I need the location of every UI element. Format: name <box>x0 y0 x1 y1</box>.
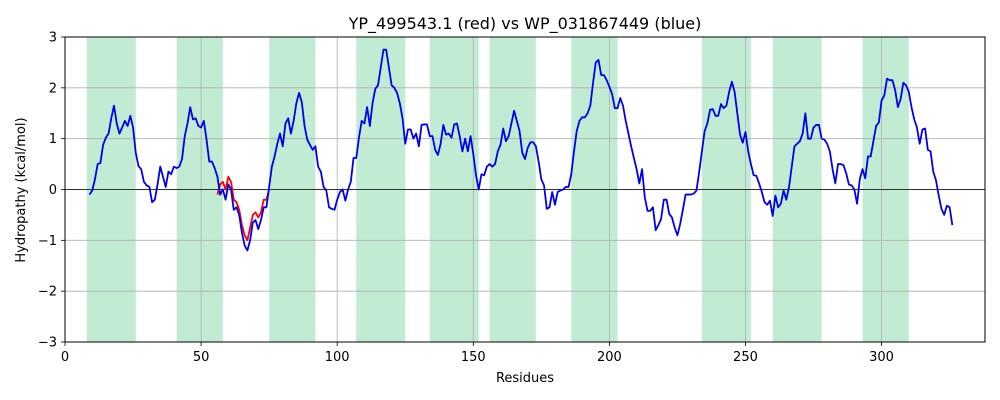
x-axis-title: Residues <box>496 371 554 386</box>
y-tick-label: 0 <box>49 183 57 198</box>
y-tick-label: 1 <box>49 132 57 147</box>
y-tick-label: 2 <box>49 81 57 96</box>
y-tick-label: −3 <box>38 336 57 351</box>
x-tick-label: 200 <box>597 350 622 365</box>
x-tick-label: 100 <box>325 350 350 365</box>
series-line-blue <box>88 48 954 252</box>
series-line-red <box>216 175 271 242</box>
x-tick-label: 300 <box>869 350 894 365</box>
y-tick-label: 3 <box>49 31 57 46</box>
chart-title: YP_499543.1 (red) vs WP_031867449 (blue) <box>348 14 702 34</box>
x-tick-label: 250 <box>733 350 758 365</box>
y-tick-label: −1 <box>38 234 57 249</box>
x-tick-label: 0 <box>61 350 69 365</box>
y-axis-title: Hydropathy (kcal/mol) <box>14 117 29 262</box>
x-tick-label: 50 <box>193 350 210 365</box>
x-tick-label: 150 <box>461 350 486 365</box>
y-tick-label: −2 <box>38 285 57 300</box>
